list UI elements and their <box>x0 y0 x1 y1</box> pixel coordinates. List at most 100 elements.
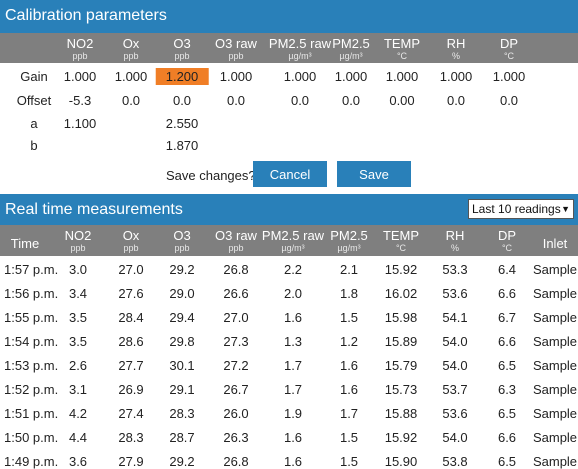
measurement-cell: 15.98 <box>384 310 418 325</box>
measurement-cell: 1.7 <box>283 382 303 397</box>
calibration-col-header: Ox ppb <box>123 36 140 62</box>
measurement-cell: 6.6 <box>497 334 517 349</box>
readings-select-value: Last 10 readings <box>472 202 561 216</box>
realtime-col-header: TEMP °C <box>383 228 419 254</box>
calibration-col-name: NO2 <box>66 36 94 51</box>
calibration-value-field[interactable]: 1.000 <box>385 69 419 84</box>
realtime-col-header: DP °C <box>498 228 516 254</box>
calibration-col-name: O3 raw <box>215 36 257 51</box>
calibration-col-unit: ppb <box>174 51 190 61</box>
calibration-value-field[interactable]: 1.100 <box>63 116 97 131</box>
measurement-cell: 1.5 <box>339 454 359 469</box>
measurement-cell: 1.6 <box>283 454 303 469</box>
measurement-cell: 6.6 <box>497 430 517 445</box>
calibration-value-field[interactable]: 0.0 <box>446 93 466 108</box>
save-changes-prompt: Save changes? <box>166 168 256 183</box>
measurement-cell: 27.0 <box>223 310 249 325</box>
realtime-col-header: PM2.5 raw µg/m³ <box>262 228 324 254</box>
measurement-cell: Sample <box>532 358 578 373</box>
measurement-cell: 15.92 <box>384 430 418 445</box>
time-cell: 1:53 p.m. <box>4 358 59 373</box>
measurement-cell: 1.7 <box>339 406 359 421</box>
save-button[interactable]: Save <box>337 161 411 187</box>
measurement-cell: 3.4 <box>68 286 88 301</box>
measurement-cell: Sample <box>532 454 578 469</box>
measurement-cell: 6.5 <box>497 454 517 469</box>
realtime-col-name: O3 <box>173 228 191 243</box>
measurement-cell: 1.5 <box>339 310 359 325</box>
measurement-cell: 53.8 <box>442 454 468 469</box>
time-cell: 1:50 p.m. <box>4 430 59 445</box>
measurement-cell: Sample <box>532 334 578 349</box>
calibration-value-field[interactable]: 0.0 <box>290 93 310 108</box>
measurement-cell: 53.6 <box>442 286 468 301</box>
measurement-cell: 15.89 <box>384 334 418 349</box>
calibration-row-label: a <box>30 116 38 131</box>
measurement-cell: 1.5 <box>339 430 359 445</box>
measurement-cell: 28.6 <box>118 334 144 349</box>
calibration-col-unit: °C <box>396 51 408 61</box>
measurement-cell: 28.3 <box>169 406 195 421</box>
realtime-col-unit: ppb <box>70 243 86 253</box>
calibration-col-name: Ox <box>122 36 140 51</box>
measurement-cell: 29.2 <box>169 454 195 469</box>
realtime-col-name: Ox <box>122 228 140 243</box>
measurement-cell: 28.3 <box>118 430 144 445</box>
measurement-cell: 27.6 <box>118 286 144 301</box>
measurement-cell: 29.4 <box>169 310 195 325</box>
calibration-value-field[interactable]: 1.000 <box>492 69 526 84</box>
measurement-cell: 27.4 <box>118 406 144 421</box>
realtime-col-unit: ppb <box>174 243 190 253</box>
realtime-col-unit: ppb <box>123 243 139 253</box>
measurement-cell: 6.4 <box>497 262 517 277</box>
measurement-cell: 15.92 <box>384 262 418 277</box>
cancel-button[interactable]: Cancel <box>253 161 327 187</box>
calibration-value-field[interactable]: 1.000 <box>439 69 473 84</box>
measurement-cell: 1.6 <box>339 358 359 373</box>
calibration-col-header: TEMP °C <box>384 36 420 62</box>
calibration-col-header: O3 ppb <box>173 36 190 62</box>
calibration-col-name: O3 <box>173 36 191 51</box>
calibration-value-field[interactable]: 0.0 <box>226 93 246 108</box>
measurement-cell: 2.6 <box>68 358 88 373</box>
calibration-value-field[interactable]: 0.0 <box>341 93 361 108</box>
time-cell: 1:56 p.m. <box>4 286 59 301</box>
measurement-cell: 1.8 <box>339 286 359 301</box>
calibration-value-field[interactable]: 1.000 <box>334 69 368 84</box>
measurement-cell: 26.8 <box>223 262 249 277</box>
measurement-cell: 3.0 <box>68 262 88 277</box>
calibration-col-name: TEMP <box>383 36 421 51</box>
measurement-cell: Sample <box>532 430 578 445</box>
measurement-cell: 27.7 <box>118 358 144 373</box>
calibration-value-field[interactable]: 0.0 <box>121 93 141 108</box>
measurement-cell: 15.90 <box>384 454 418 469</box>
time-cell: 1:55 p.m. <box>4 310 59 325</box>
calibration-value-field[interactable]: 0.0 <box>499 93 519 108</box>
calibration-value-field[interactable]: -5.3 <box>68 93 92 108</box>
calibration-value-field[interactable]: 2.550 <box>165 116 199 131</box>
calibration-col-header: PM2.5 µg/m³ <box>332 36 370 62</box>
readings-count-select[interactable]: Last 10 readings ▼ <box>468 199 574 219</box>
measurement-cell: 15.79 <box>384 358 418 373</box>
realtime-col-header: NO2 ppb <box>65 228 92 254</box>
calibration-value-field[interactable]: 1.000 <box>219 69 253 84</box>
calibration-value-field[interactable]: 0.00 <box>389 93 415 108</box>
calibration-title: Calibration parameters <box>5 7 167 24</box>
calibration-value-field[interactable]: 0.0 <box>172 93 192 108</box>
measurement-cell: 53.6 <box>442 406 468 421</box>
measurement-cell: 6.5 <box>497 406 517 421</box>
calibration-value-field[interactable]: 1.200 <box>155 68 209 85</box>
calibration-value-field[interactable]: 1.000 <box>63 69 97 84</box>
calibration-col-name: DP <box>499 36 519 51</box>
measurement-cell: Sample <box>532 310 578 325</box>
realtime-col-name: DP <box>497 228 517 243</box>
calibration-value-field[interactable]: 1.000 <box>283 69 317 84</box>
calibration-value-field[interactable]: 1.870 <box>165 138 199 153</box>
measurement-cell: 16.02 <box>384 286 418 301</box>
measurement-cell: 53.3 <box>442 262 468 277</box>
measurement-cell: 26.8 <box>223 454 249 469</box>
calibration-value-field[interactable]: 1.000 <box>114 69 148 84</box>
measurement-cell: Sample <box>532 382 578 397</box>
measurement-cell: 3.5 <box>68 334 88 349</box>
measurement-cell: 15.73 <box>384 382 418 397</box>
